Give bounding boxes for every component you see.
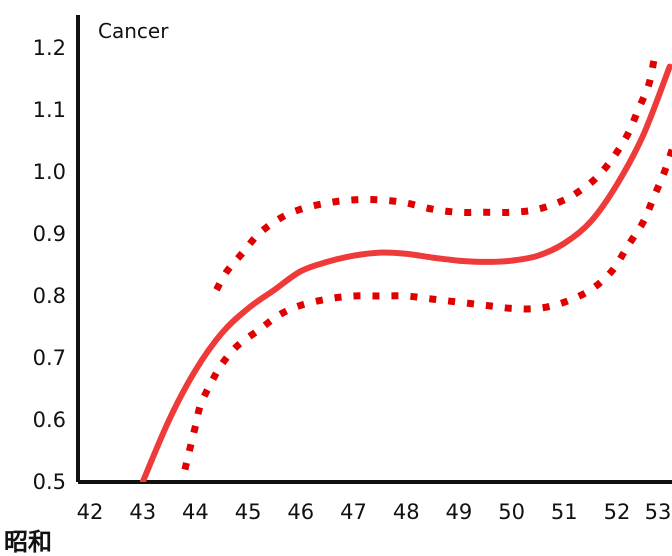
y-tick-label: 1.2: [33, 36, 66, 60]
x-tick-label: 52: [604, 500, 631, 524]
y-tick-label: 0.7: [33, 346, 66, 370]
axes: [76, 15, 672, 484]
y-tick-label: 0.6: [33, 408, 66, 432]
x-tick-label: 53: [645, 500, 672, 524]
x-tick-label: 47: [340, 500, 367, 524]
x-tick-label: 48: [393, 500, 420, 524]
x-axis-caption: 昭和: [4, 528, 52, 556]
fitted-trend-line: [139, 63, 672, 482]
y-tick-label: 0.8: [33, 284, 66, 308]
plot-series: [139, 59, 672, 482]
lower-confidence-band: [181, 139, 672, 471]
y-tick-label: 0.9: [33, 222, 66, 246]
y-tick-labels: 0.5 0.6 0.7 0.8 0.9 1.0 1.1 1.2: [33, 36, 66, 494]
x-tick-label: 43: [129, 500, 156, 524]
x-tick-label: 50: [498, 500, 525, 524]
x-tick-labels: 42 43 44 45 46 47 48 49 50 51 52 53: [77, 500, 672, 524]
upper-confidence-band: [213, 59, 658, 292]
y-tick-label: 1.0: [33, 160, 66, 184]
x-tick-label: 42: [77, 500, 104, 524]
x-tick-label: 49: [446, 500, 473, 524]
x-tick-label: 44: [182, 500, 209, 524]
y-tick-label: 0.5: [33, 470, 66, 494]
y-tick-label: 1.1: [33, 98, 66, 122]
x-tick-label: 46: [287, 500, 314, 524]
chart-title: Cancer: [98, 19, 169, 43]
x-tick-label: 45: [235, 500, 262, 524]
x-tick-label: 51: [551, 500, 578, 524]
